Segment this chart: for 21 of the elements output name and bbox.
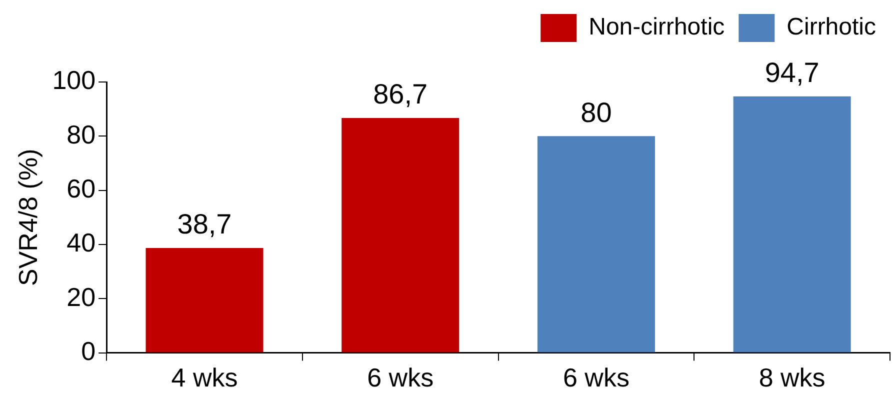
bar [733, 96, 851, 352]
data-label: 86,7 [373, 78, 428, 110]
bar [146, 248, 264, 352]
legend-label: Cirrhotic [786, 14, 876, 41]
y-tick-label: 20 [66, 282, 96, 312]
x-tick-label: 8 wks [758, 362, 826, 393]
y-tick-label: 100 [52, 65, 96, 96]
y-tick-label: 60 [66, 173, 96, 204]
x-tick-label: 6 wks [562, 362, 630, 393]
data-label: 38,7 [177, 208, 232, 240]
x-tick-label: 4 wks [171, 362, 238, 393]
y-axis-title: SVR4/8 (%) [12, 148, 43, 286]
legend-label: Non-cirrhotic [588, 14, 725, 41]
bar [537, 136, 655, 352]
y-tick-label: 80 [66, 119, 96, 150]
bar [342, 118, 460, 352]
y-tick-label: 40 [66, 228, 96, 258]
x-tick-label: 6 wks [367, 362, 434, 393]
y-tick-label: 0 [81, 336, 96, 366]
data-label: 94,7 [764, 57, 820, 88]
data-label: 80 [580, 96, 612, 128]
